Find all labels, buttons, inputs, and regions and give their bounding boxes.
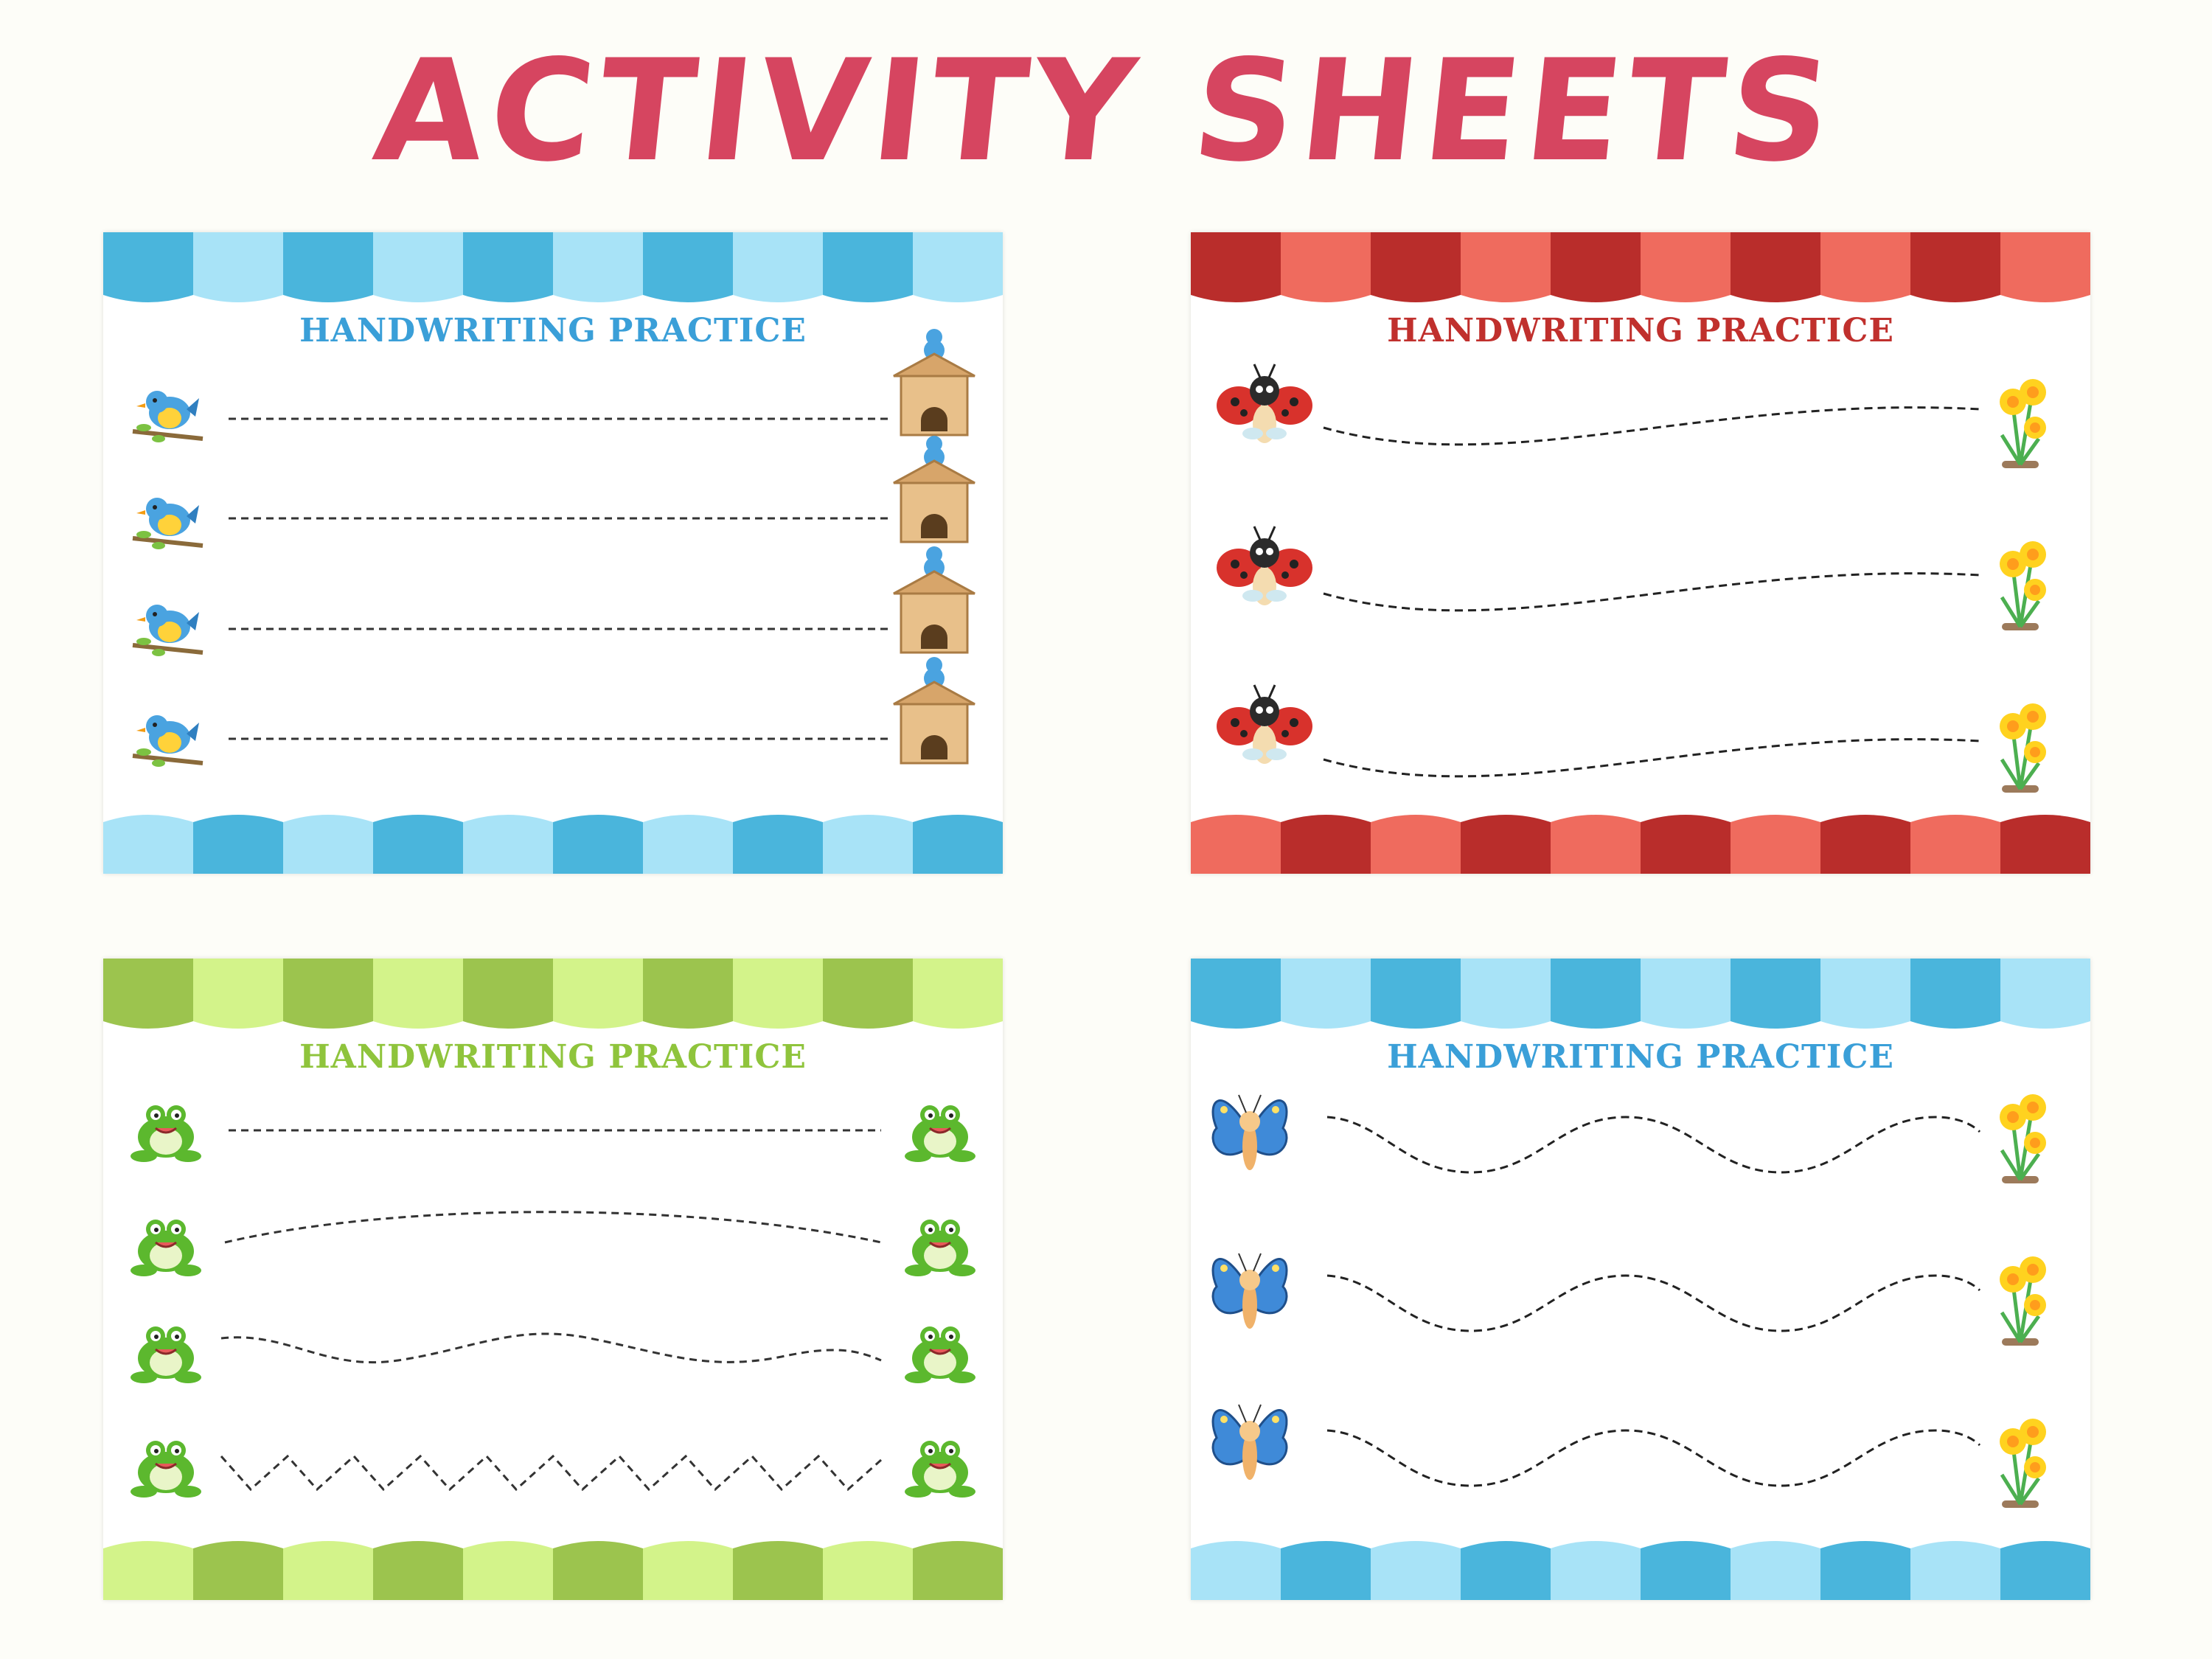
tracing-row xyxy=(132,546,975,656)
tracing-row xyxy=(132,657,975,767)
ladybug-icon xyxy=(1217,684,1312,764)
butterfly-icon xyxy=(1211,1253,1288,1329)
daffodil-icon xyxy=(2000,541,2046,630)
frog-icon xyxy=(905,1220,975,1276)
bird-on-branch-icon xyxy=(132,498,204,549)
sheet-title: HANDWRITING PRACTICE xyxy=(1387,1038,1894,1076)
frog-icon xyxy=(131,1441,201,1498)
trace-line-wave[interactable] xyxy=(1326,1274,1981,1332)
worksheet-butterflies-art xyxy=(1191,959,2090,1600)
tracing-row xyxy=(1217,684,2046,793)
trace-line-arc[interactable] xyxy=(224,1211,882,1244)
ladybug-icon xyxy=(1217,364,1312,443)
trace-line-zigzag[interactable] xyxy=(220,1454,882,1492)
top-scallop-border xyxy=(1191,959,2090,1029)
bird-on-branch-icon xyxy=(132,715,204,767)
daffodil-icon xyxy=(2000,703,2046,793)
top-scallop-border xyxy=(103,959,1003,1029)
worksheet-ladybugs: HANDWRITING PRACTICE xyxy=(1191,232,2090,874)
worksheet-ladybugs-art xyxy=(1191,232,2090,874)
bird-on-branch-icon xyxy=(132,605,204,656)
tracing-row xyxy=(1211,1404,2046,1508)
bird-on-branch-icon xyxy=(132,391,204,442)
tracing-row xyxy=(131,1211,975,1276)
trace-line-gentle-wave[interactable] xyxy=(1323,738,1980,778)
frog-icon xyxy=(131,1105,201,1162)
trace-line-gentle-wave[interactable] xyxy=(1323,572,1980,612)
bottom-scallop-border xyxy=(1191,1541,2090,1600)
daffodil-icon xyxy=(2000,1419,2046,1508)
butterfly-icon xyxy=(1211,1094,1288,1170)
daffodil-icon xyxy=(2000,379,2046,468)
tracing-row xyxy=(131,1105,975,1162)
trace-line-wave[interactable] xyxy=(1326,1429,1981,1487)
daffodil-icon xyxy=(2000,1094,2046,1183)
worksheet-birds-art xyxy=(103,232,1003,874)
trace-line-wave[interactable] xyxy=(1326,1116,1981,1174)
sheet-title: HANDWRITING PRACTICE xyxy=(299,312,807,349)
butterfly-icon xyxy=(1211,1404,1288,1480)
daffodil-icon xyxy=(2000,1256,2046,1346)
birdhouse-icon xyxy=(893,436,975,543)
birdhouse-icon xyxy=(893,657,975,765)
trace-line-gentle-wave[interactable] xyxy=(1323,406,1980,446)
tracing-row xyxy=(131,1441,975,1498)
worksheet-frogs: HANDWRITING PRACTICE xyxy=(103,959,1003,1600)
tracing-row xyxy=(132,436,975,549)
frog-icon xyxy=(131,1220,201,1276)
frog-icon xyxy=(905,1105,975,1162)
bottom-scallop-border xyxy=(1191,815,2090,874)
frog-icon xyxy=(131,1326,201,1383)
frog-icon xyxy=(905,1326,975,1383)
tracing-row xyxy=(1217,364,2046,468)
trace-line-wave[interactable] xyxy=(220,1332,882,1364)
tracing-row xyxy=(1211,1253,2046,1346)
tracing-row xyxy=(132,329,975,442)
tracing-row xyxy=(1217,526,2046,630)
tracing-row xyxy=(1211,1094,2046,1183)
top-scallop-border xyxy=(1191,232,2090,302)
worksheet-butterflies: HANDWRITING PRACTICE xyxy=(1191,959,2090,1600)
sheet-title: HANDWRITING PRACTICE xyxy=(299,1038,807,1076)
ladybug-icon xyxy=(1217,526,1312,605)
top-scallop-border xyxy=(103,232,1003,302)
worksheet-birds: HANDWRITING PRACTICE xyxy=(103,232,1003,874)
page-title: ACTIVITY SHEETS xyxy=(367,29,1845,192)
bottom-scallop-border xyxy=(103,815,1003,874)
bottom-scallop-border xyxy=(103,1541,1003,1600)
birdhouse-icon xyxy=(893,546,975,654)
worksheet-frogs-art xyxy=(103,959,1003,1600)
frog-icon xyxy=(905,1441,975,1498)
sheet-title: HANDWRITING PRACTICE xyxy=(1387,312,1894,349)
tracing-row xyxy=(131,1326,975,1383)
birdhouse-icon xyxy=(893,329,975,437)
